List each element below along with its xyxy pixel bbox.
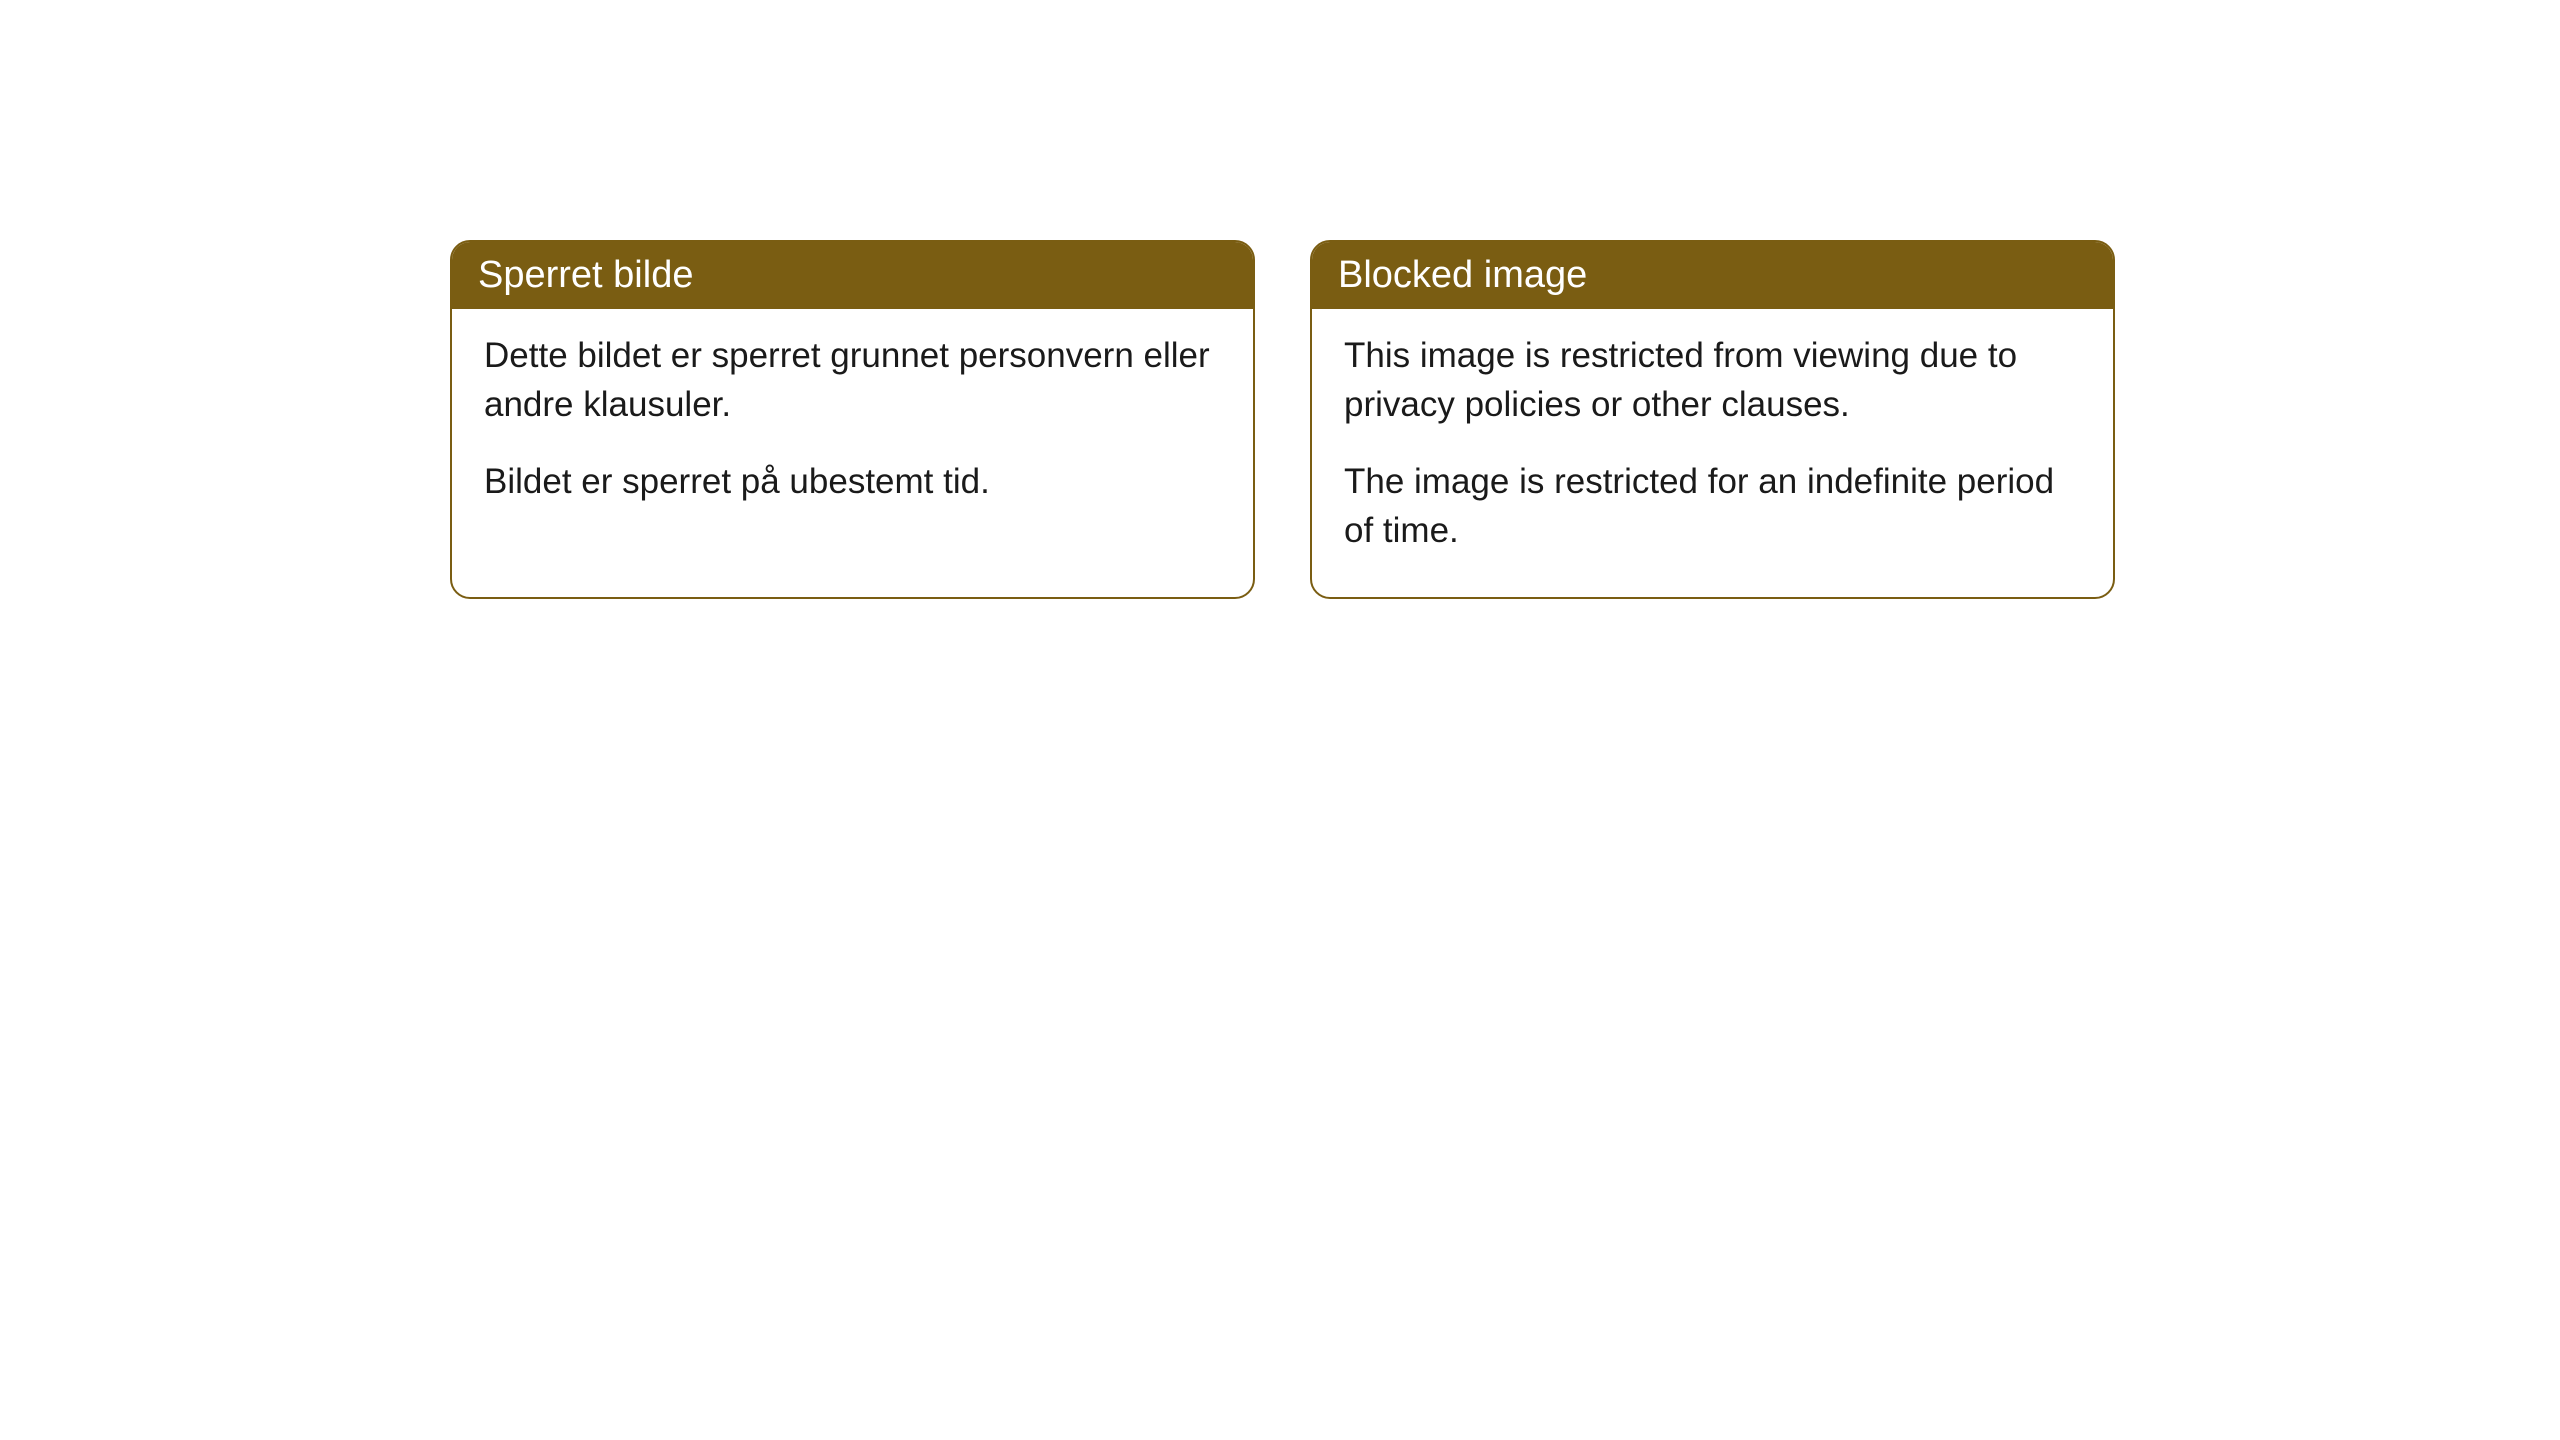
card-header-norwegian: Sperret bilde xyxy=(452,242,1253,309)
card-paragraph-2: Bildet er sperret på ubestemt tid. xyxy=(484,457,1221,506)
blocked-image-card-norwegian: Sperret bilde Dette bildet er sperret gr… xyxy=(450,240,1255,599)
card-paragraph-1: Dette bildet er sperret grunnet personve… xyxy=(484,331,1221,429)
card-body-english: This image is restricted from viewing du… xyxy=(1312,309,2113,597)
card-body-norwegian: Dette bildet er sperret grunnet personve… xyxy=(452,309,1253,548)
card-title: Blocked image xyxy=(1338,254,1587,296)
notice-cards-container: Sperret bilde Dette bildet er sperret gr… xyxy=(450,240,2115,599)
card-title: Sperret bilde xyxy=(478,254,693,296)
card-paragraph-1: This image is restricted from viewing du… xyxy=(1344,331,2081,429)
blocked-image-card-english: Blocked image This image is restricted f… xyxy=(1310,240,2115,599)
card-header-english: Blocked image xyxy=(1312,242,2113,309)
card-paragraph-2: The image is restricted for an indefinit… xyxy=(1344,457,2081,555)
